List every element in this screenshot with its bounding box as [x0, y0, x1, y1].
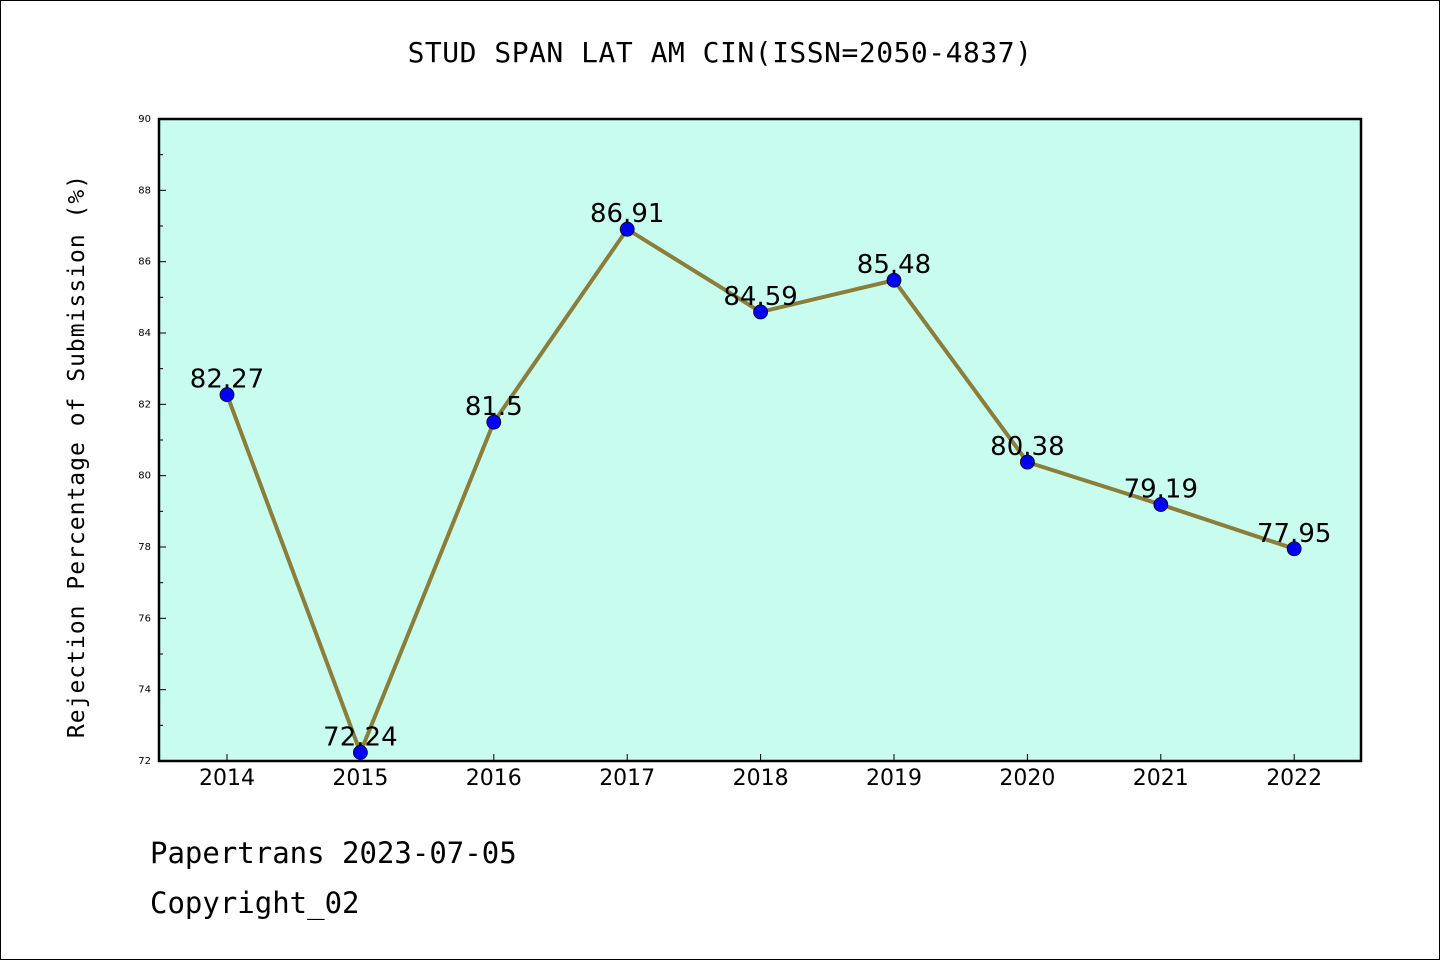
y-tick-label: 74: [138, 685, 151, 696]
chart-title: STUD SPAN LAT AM CIN(ISSN=2050-4837): [407, 36, 1033, 69]
y-tick-label: 82: [138, 399, 151, 410]
footer-date: Papertrans 2023-07-05: [150, 836, 517, 870]
plot-area: [159, 119, 1361, 761]
x-tick-label: 2022: [1266, 766, 1322, 791]
data-point: [753, 304, 768, 320]
data-label: 82.27: [190, 365, 264, 395]
y-tick-label: 86: [138, 257, 151, 268]
data-point: [219, 387, 235, 403]
y-tick-label: 88: [138, 185, 151, 196]
x-tick-label: 2020: [999, 766, 1055, 791]
data-point: [1286, 541, 1302, 557]
data-point: [619, 221, 635, 237]
y-tick-label: 80: [138, 471, 151, 482]
plot-frame: [157, 117, 1363, 763]
x-tick-label: 2019: [866, 766, 922, 791]
data-point: [886, 272, 902, 288]
footer-copyright: Copyright_02: [150, 886, 360, 920]
data-label: 80.38: [990, 432, 1064, 462]
y-tick-label: 76: [138, 613, 151, 624]
x-tick-label: 2021: [1133, 766, 1189, 791]
data-label: 79.19: [1124, 475, 1198, 505]
x-tick-label: 2016: [466, 766, 522, 791]
y-tick-label: 90: [138, 114, 151, 125]
data-point: [1153, 497, 1169, 512]
data-point: [1020, 454, 1035, 470]
x-tick-label: 2017: [599, 766, 655, 791]
x-tick-label: 2014: [199, 766, 255, 791]
data-label: 85.48: [857, 250, 931, 280]
data-label: 77.95: [1257, 519, 1331, 549]
data-label: 86.91: [590, 199, 664, 229]
x-tick-label: 2018: [733, 766, 789, 791]
y-tick-label: 78: [138, 542, 151, 553]
data-label: 84.59: [723, 282, 797, 312]
data-point: [352, 745, 368, 760]
y-tick-label: 84: [138, 328, 151, 339]
x-tick-label: 2015: [332, 766, 388, 791]
y-tick-label: 72: [138, 756, 151, 767]
data-label: 81.5: [465, 392, 523, 422]
data-point: [486, 414, 502, 430]
data-label: 72.24: [323, 722, 397, 752]
y-axis-label: Rejection Percentage of Submission (%): [64, 174, 90, 738]
